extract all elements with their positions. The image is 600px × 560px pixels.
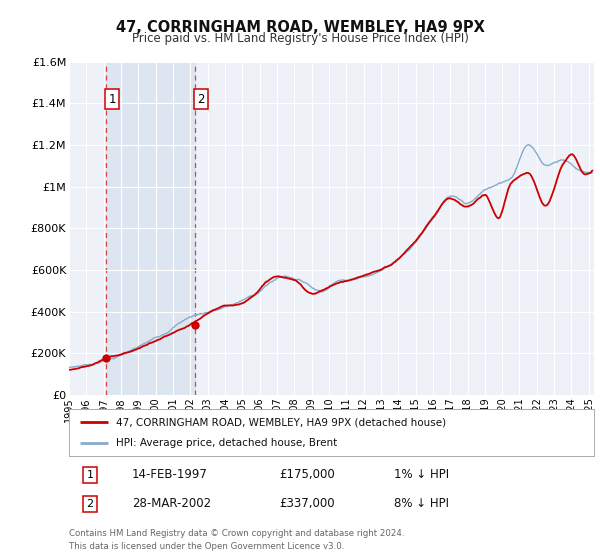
Text: 28-MAR-2002: 28-MAR-2002 xyxy=(132,497,211,510)
Text: 47, CORRINGHAM ROAD, WEMBLEY, HA9 9PX (detached house): 47, CORRINGHAM ROAD, WEMBLEY, HA9 9PX (d… xyxy=(116,417,446,427)
Text: Price paid vs. HM Land Registry's House Price Index (HPI): Price paid vs. HM Land Registry's House … xyxy=(131,32,469,45)
Text: HPI: Average price, detached house, Brent: HPI: Average price, detached house, Bren… xyxy=(116,438,337,448)
Text: 2: 2 xyxy=(197,92,205,106)
Text: 1: 1 xyxy=(109,92,116,106)
Text: 8% ↓ HPI: 8% ↓ HPI xyxy=(395,497,449,510)
Text: Contains HM Land Registry data © Crown copyright and database right 2024.: Contains HM Land Registry data © Crown c… xyxy=(69,529,404,538)
Text: This data is licensed under the Open Government Licence v3.0.: This data is licensed under the Open Gov… xyxy=(69,542,344,550)
Bar xyxy=(106,62,194,395)
Text: 14-FEB-1997: 14-FEB-1997 xyxy=(132,468,208,482)
Text: £337,000: £337,000 xyxy=(279,497,335,510)
Text: 47, CORRINGHAM ROAD, WEMBLEY, HA9 9PX: 47, CORRINGHAM ROAD, WEMBLEY, HA9 9PX xyxy=(116,20,484,35)
Text: 2: 2 xyxy=(86,499,94,509)
Text: £175,000: £175,000 xyxy=(279,468,335,482)
Text: 1: 1 xyxy=(86,470,94,480)
Text: 1% ↓ HPI: 1% ↓ HPI xyxy=(395,468,449,482)
